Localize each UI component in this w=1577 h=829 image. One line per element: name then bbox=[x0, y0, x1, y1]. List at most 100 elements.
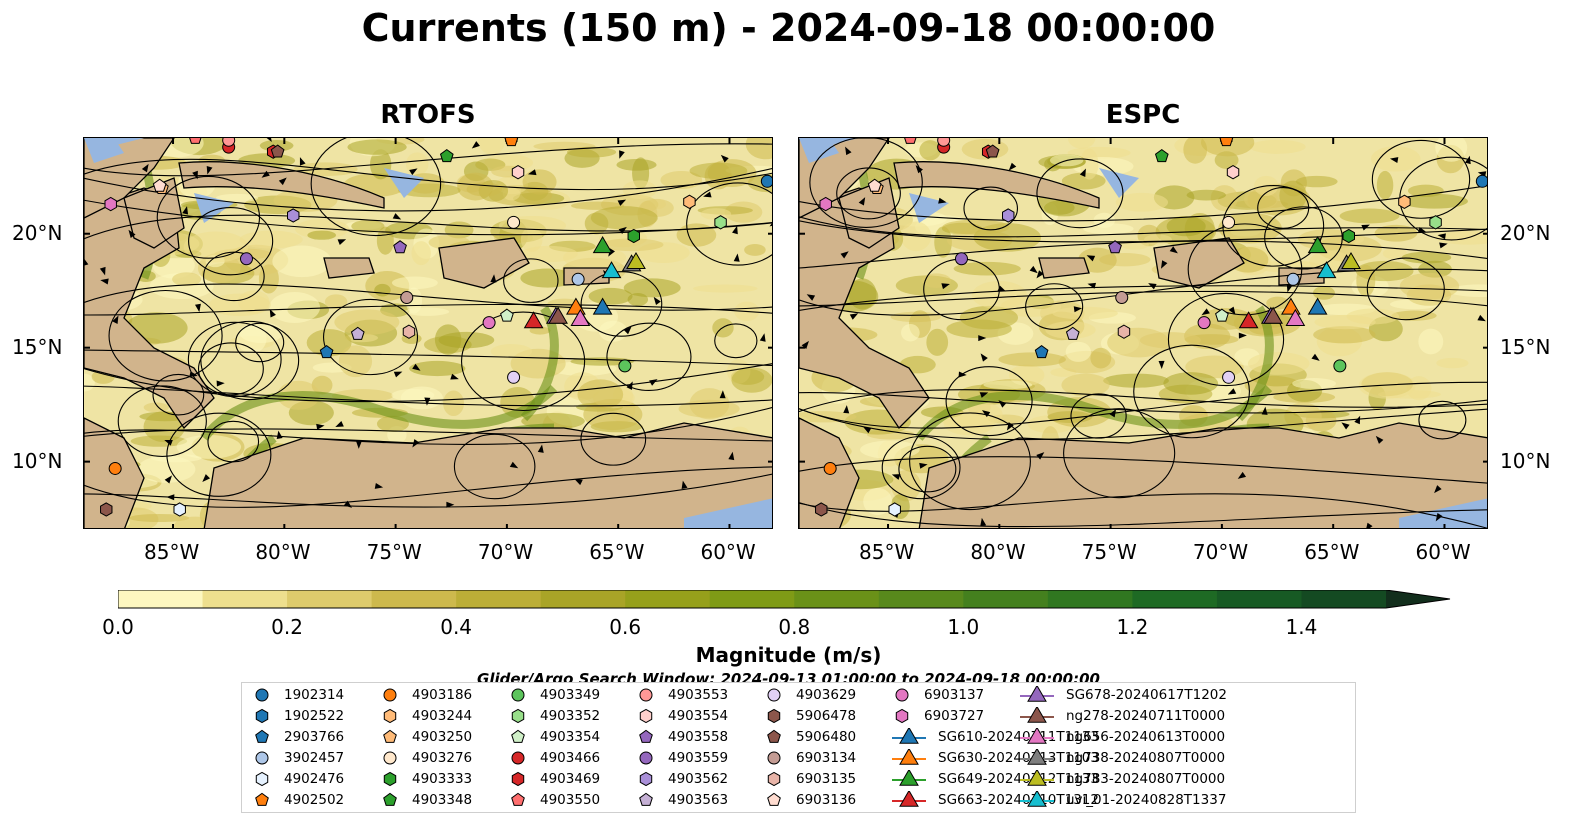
lon-tick-label: 70°W bbox=[1192, 540, 1249, 564]
legend-entry: 1902314 bbox=[252, 686, 344, 704]
legend-label: ng278-20240711T0000 bbox=[1066, 708, 1226, 724]
streamline bbox=[580, 412, 647, 466]
glider-marker bbox=[570, 308, 591, 327]
legend-float-icon bbox=[255, 792, 269, 806]
streamline-arrow bbox=[1029, 265, 1038, 274]
streamline-arrow bbox=[649, 379, 658, 386]
lon-tick-label: 65°W bbox=[1304, 540, 1360, 564]
legend-label: 4903250 bbox=[412, 729, 473, 745]
argo-float-marker bbox=[270, 144, 285, 158]
lon-tick-label: 75°W bbox=[1081, 540, 1137, 564]
streamline bbox=[235, 322, 285, 363]
streamline-arrow bbox=[509, 461, 519, 469]
legend-label: 4903554 bbox=[668, 708, 729, 724]
legend-entry: ng783-20240807T0000 bbox=[1020, 770, 1225, 788]
legend-glider-icon bbox=[1027, 707, 1047, 723]
land bbox=[178, 161, 385, 209]
streamline bbox=[799, 493, 1487, 528]
legend-entry: 4903562 bbox=[636, 770, 728, 788]
streamline-arrow bbox=[1341, 422, 1350, 430]
legend-glider-icon bbox=[1027, 791, 1047, 807]
shallow-water bbox=[1399, 498, 1487, 528]
streamline-arrow bbox=[1261, 406, 1268, 415]
streamline-arrow bbox=[409, 168, 418, 176]
argo-float-marker bbox=[1197, 316, 1211, 330]
streamline-arrow bbox=[979, 392, 989, 398]
streamline bbox=[166, 412, 272, 497]
colorbar-segment bbox=[202, 590, 288, 608]
colorbar-tick-label: 0.8 bbox=[778, 615, 811, 639]
lon-tick-label: 60°W bbox=[1415, 540, 1471, 564]
glider-marker bbox=[592, 235, 613, 254]
streamline bbox=[799, 456, 1487, 484]
streamline bbox=[322, 298, 419, 376]
argo-float-marker bbox=[819, 196, 832, 212]
streamline bbox=[1025, 283, 1084, 330]
streamline-arrow bbox=[619, 150, 625, 159]
colorbar-segment bbox=[540, 590, 626, 608]
argo-float-marker bbox=[507, 370, 521, 384]
land bbox=[438, 237, 530, 289]
argo-float-marker bbox=[104, 196, 117, 212]
argo-float-marker bbox=[815, 502, 828, 517]
streamline-arrow bbox=[393, 371, 403, 378]
lon-tick-label: 80°W bbox=[970, 540, 1026, 564]
streamline-arrow bbox=[858, 197, 866, 206]
legend-label: 4903333 bbox=[412, 771, 473, 787]
glider-marker bbox=[601, 261, 622, 279]
legend-label: SG610-20240711T1133 bbox=[938, 729, 1099, 745]
argo-float-marker bbox=[1342, 228, 1355, 244]
streamline-arrow bbox=[1158, 360, 1165, 369]
glider-marker bbox=[1238, 311, 1259, 329]
argo-float-marker bbox=[571, 272, 585, 286]
legend-entry: 4903554 bbox=[636, 707, 728, 725]
streamline-arrow bbox=[1227, 388, 1237, 395]
glider-marker bbox=[523, 311, 544, 329]
colorbar-segment bbox=[1216, 590, 1302, 608]
streamline-arrow bbox=[769, 219, 772, 227]
colorbar-tick-label: 1.0 bbox=[947, 615, 980, 639]
legend-float-icon bbox=[383, 771, 397, 787]
legend-glider-icon bbox=[1027, 770, 1047, 786]
streamline-arrow bbox=[1086, 255, 1096, 262]
legend-glider-icon bbox=[899, 791, 919, 807]
streamline bbox=[809, 138, 923, 228]
streamline-arrow bbox=[1036, 270, 1044, 279]
lon-tick-label: 75°W bbox=[366, 540, 422, 564]
lon-tick-label: 85°W bbox=[859, 540, 915, 564]
colorbar-segment bbox=[1132, 590, 1218, 608]
legend-glider-icon bbox=[1027, 728, 1047, 744]
argo-float-marker bbox=[108, 461, 122, 475]
colorbar-tick-label: 1.2 bbox=[1116, 615, 1149, 639]
legend-float-icon bbox=[255, 729, 269, 743]
legend-float-icon bbox=[383, 729, 397, 743]
streamline-arrow bbox=[1311, 353, 1320, 361]
streamline bbox=[836, 167, 901, 220]
argo-float-marker bbox=[760, 174, 772, 188]
streamline bbox=[1371, 139, 1471, 219]
streamline-arrow bbox=[997, 285, 1007, 292]
land bbox=[563, 267, 610, 286]
panel-title-espc: ESPC bbox=[1105, 100, 1181, 130]
streamline-arrow bbox=[919, 462, 928, 469]
streamline-arrow bbox=[164, 439, 173, 446]
streamline-arrow bbox=[719, 390, 726, 399]
legend-label: 4903276 bbox=[412, 750, 473, 766]
legend-entry: 4902502 bbox=[252, 791, 344, 809]
argo-float-marker bbox=[888, 502, 901, 517]
legend-label: 4902476 bbox=[284, 771, 345, 787]
argo-float-marker bbox=[1286, 272, 1300, 286]
streamline bbox=[84, 158, 772, 191]
shallow-water bbox=[384, 168, 424, 198]
streamline-arrow bbox=[337, 239, 347, 245]
legend-entry: SG630-20240713T1103 bbox=[892, 749, 1099, 767]
streamline-arrow bbox=[1160, 260, 1168, 269]
legend-label: 4903354 bbox=[540, 729, 601, 745]
streamline-arrow bbox=[490, 274, 497, 283]
streamline bbox=[1167, 292, 1285, 387]
streamline-arrow bbox=[981, 410, 991, 418]
legend-entry: 4903333 bbox=[380, 770, 472, 788]
argo-float-marker bbox=[985, 144, 1000, 158]
panel-title-rtofs: RTOFS bbox=[380, 100, 476, 130]
argo-float-marker bbox=[189, 138, 202, 144]
